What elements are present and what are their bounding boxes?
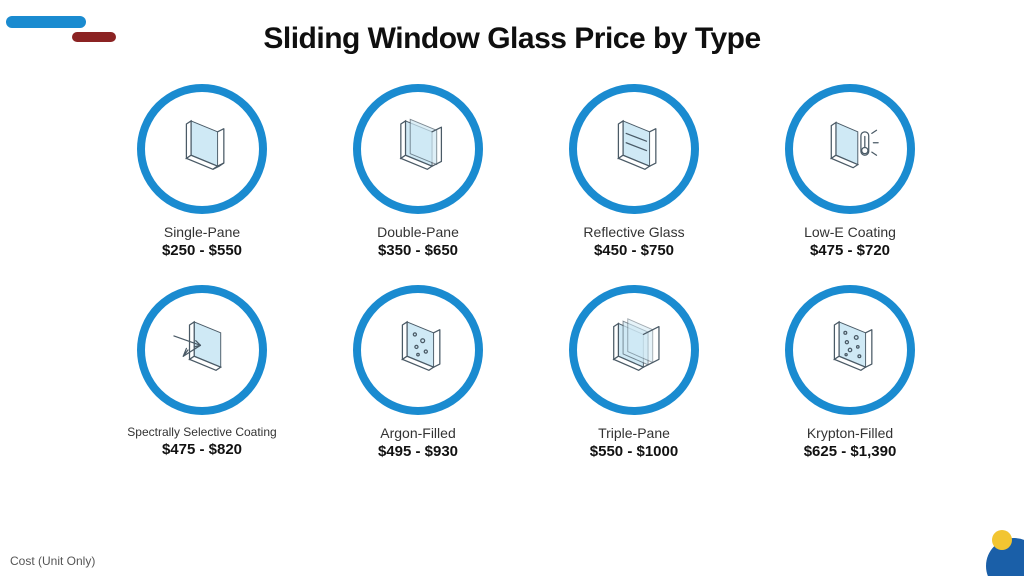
item-price: $475 - $720 <box>810 242 890 259</box>
item-label: Triple-Pane <box>598 425 670 441</box>
item-label: Single-Pane <box>164 224 240 240</box>
item-price: $250 - $550 <box>162 242 242 259</box>
reflective-glass-icon <box>595 110 673 188</box>
item-low-e: Low-E Coating $475 - $720 <box>760 84 940 259</box>
item-label: Krypton-Filled <box>807 425 893 441</box>
page-title: Sliding Window Glass Price by Type <box>0 22 1024 56</box>
item-label: Argon-Filled <box>380 425 455 441</box>
item-reflective: Reflective Glass $450 - $750 <box>544 84 724 259</box>
icon-circle <box>785 285 915 415</box>
item-price: $550 - $1000 <box>590 443 678 460</box>
item-price: $625 - $1,390 <box>804 443 897 460</box>
triple-pane-icon <box>595 311 673 389</box>
argon-filled-icon <box>379 311 457 389</box>
icon-circle <box>137 84 267 214</box>
item-single-pane: Single-Pane $250 - $550 <box>112 84 292 259</box>
item-label: Low-E Coating <box>804 224 896 240</box>
item-price: $450 - $750 <box>594 242 674 259</box>
item-price: $495 - $930 <box>378 443 458 460</box>
item-double-pane: Double-Pane $350 - $650 <box>328 84 508 259</box>
item-label: Double-Pane <box>377 224 459 240</box>
icon-circle <box>353 84 483 214</box>
item-spectral: Spectrally Selective Coating $475 - $820 <box>112 285 292 460</box>
item-price: $475 - $820 <box>162 441 242 458</box>
double-pane-icon <box>379 110 457 188</box>
spectrally-selective-icon <box>163 311 241 389</box>
item-price: $350 - $650 <box>378 242 458 259</box>
single-pane-icon <box>163 110 241 188</box>
item-label: Reflective Glass <box>583 224 684 240</box>
decoration-corner <box>986 538 1024 576</box>
item-argon: Argon-Filled $495 - $930 <box>328 285 508 460</box>
krypton-filled-icon <box>811 311 889 389</box>
item-label: Spectrally Selective Coating <box>127 425 276 439</box>
footer-note: Cost (Unit Only) <box>10 554 95 568</box>
icon-circle <box>785 84 915 214</box>
icon-circle <box>353 285 483 415</box>
item-krypton: Krypton-Filled $625 - $1,390 <box>760 285 940 460</box>
icon-circle <box>137 285 267 415</box>
icon-circle <box>569 84 699 214</box>
icon-circle <box>569 285 699 415</box>
item-triple-pane: Triple-Pane $550 - $1000 <box>544 285 724 460</box>
type-grid: Single-Pane $250 - $550 Double-Pane $350… <box>112 84 912 460</box>
low-e-coating-icon <box>811 110 889 188</box>
